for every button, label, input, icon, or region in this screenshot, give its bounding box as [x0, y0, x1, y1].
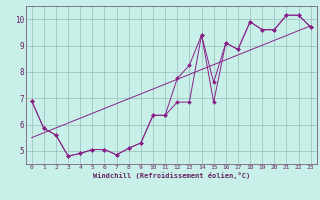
X-axis label: Windchill (Refroidissement éolien,°C): Windchill (Refroidissement éolien,°C): [92, 172, 250, 179]
